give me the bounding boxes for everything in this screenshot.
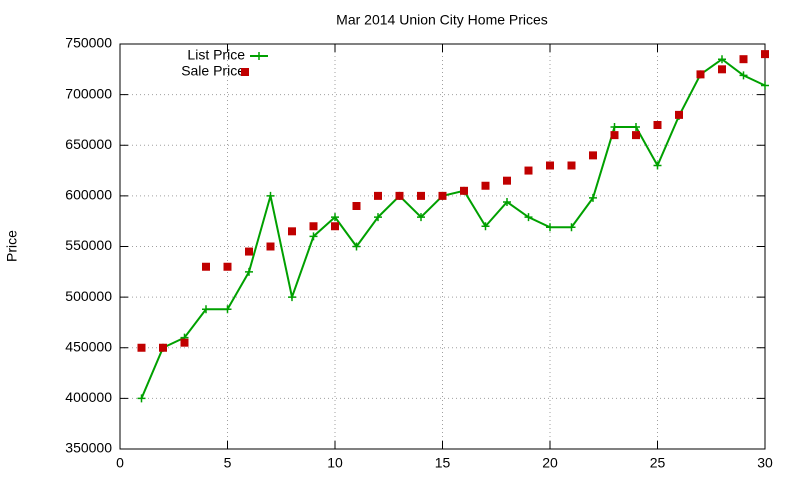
x-tick-label: 5 bbox=[224, 455, 232, 471]
point-marker bbox=[503, 197, 511, 206]
x-tick-label: 30 bbox=[757, 455, 773, 471]
point-marker bbox=[438, 191, 447, 200]
point-marker bbox=[589, 193, 597, 202]
point-marker bbox=[417, 213, 425, 222]
point-marker bbox=[137, 394, 146, 403]
point-marker bbox=[718, 65, 726, 74]
point-marker bbox=[288, 227, 296, 236]
point-marker bbox=[589, 151, 597, 160]
point-marker bbox=[653, 161, 662, 170]
point-marker bbox=[546, 161, 554, 170]
point-marker bbox=[331, 213, 339, 222]
plot-border bbox=[119, 43, 766, 450]
y-tick-label: 700000 bbox=[65, 85, 112, 101]
point-marker bbox=[460, 186, 468, 195]
point-marker bbox=[567, 223, 576, 232]
point-marker bbox=[481, 222, 490, 231]
point-marker bbox=[374, 191, 382, 200]
point-marker bbox=[266, 191, 275, 200]
series-line bbox=[140, 57, 766, 399]
point-marker bbox=[610, 123, 619, 132]
point-marker bbox=[180, 338, 189, 347]
point-marker bbox=[653, 121, 662, 129]
point-marker bbox=[223, 305, 232, 314]
y-tick-label: 600000 bbox=[65, 187, 112, 203]
x-tick-label: 15 bbox=[435, 455, 451, 471]
x-tick-label: 20 bbox=[542, 455, 558, 471]
point-marker bbox=[739, 71, 748, 80]
point-marker bbox=[245, 267, 253, 276]
legend-swatch bbox=[241, 68, 249, 76]
point-marker bbox=[632, 123, 640, 132]
y-tick-label: 350000 bbox=[65, 440, 112, 456]
point-marker bbox=[675, 110, 683, 119]
y-tick-label: 450000 bbox=[65, 338, 112, 354]
point-marker bbox=[761, 81, 769, 90]
point-marker bbox=[288, 293, 296, 302]
x-tick-label: 0 bbox=[116, 455, 124, 471]
point-marker bbox=[137, 343, 146, 352]
point-marker bbox=[761, 50, 769, 59]
point-marker bbox=[739, 55, 748, 64]
point-marker bbox=[352, 202, 361, 210]
point-marker bbox=[309, 222, 318, 231]
point-marker bbox=[309, 232, 318, 241]
point-marker bbox=[159, 343, 167, 352]
point-marker bbox=[223, 262, 232, 271]
point-marker bbox=[352, 242, 361, 251]
legend-label: Sale Price bbox=[181, 63, 245, 79]
y-tick-label: 400000 bbox=[65, 389, 112, 405]
y-tick-label: 750000 bbox=[65, 35, 112, 51]
legend-label: List Price bbox=[187, 47, 245, 63]
point-marker bbox=[524, 213, 533, 222]
point-marker bbox=[395, 191, 404, 200]
point-marker bbox=[503, 176, 511, 185]
x-tick-label: 25 bbox=[650, 455, 666, 471]
point-marker bbox=[245, 247, 253, 256]
legend-swatch bbox=[255, 52, 263, 60]
y-tick-label: 550000 bbox=[65, 237, 112, 253]
point-marker bbox=[610, 131, 619, 140]
point-marker bbox=[567, 161, 576, 170]
y-tick-label: 500000 bbox=[65, 288, 112, 304]
point-marker bbox=[417, 191, 425, 200]
point-marker bbox=[524, 166, 533, 175]
chart-title: Mar 2014 Union City Home Prices bbox=[336, 12, 548, 28]
x-tick-label: 10 bbox=[327, 455, 343, 471]
y-axis-label: Price bbox=[4, 230, 20, 262]
point-marker bbox=[718, 55, 726, 64]
point-marker bbox=[481, 181, 490, 190]
point-marker bbox=[546, 223, 554, 232]
point-marker bbox=[331, 222, 339, 231]
point-marker bbox=[202, 305, 210, 314]
point-marker bbox=[632, 131, 640, 140]
point-marker bbox=[202, 262, 210, 271]
y-tick-label: 650000 bbox=[65, 136, 112, 152]
point-marker bbox=[374, 213, 382, 222]
point-marker bbox=[696, 70, 705, 79]
point-marker bbox=[266, 242, 275, 251]
